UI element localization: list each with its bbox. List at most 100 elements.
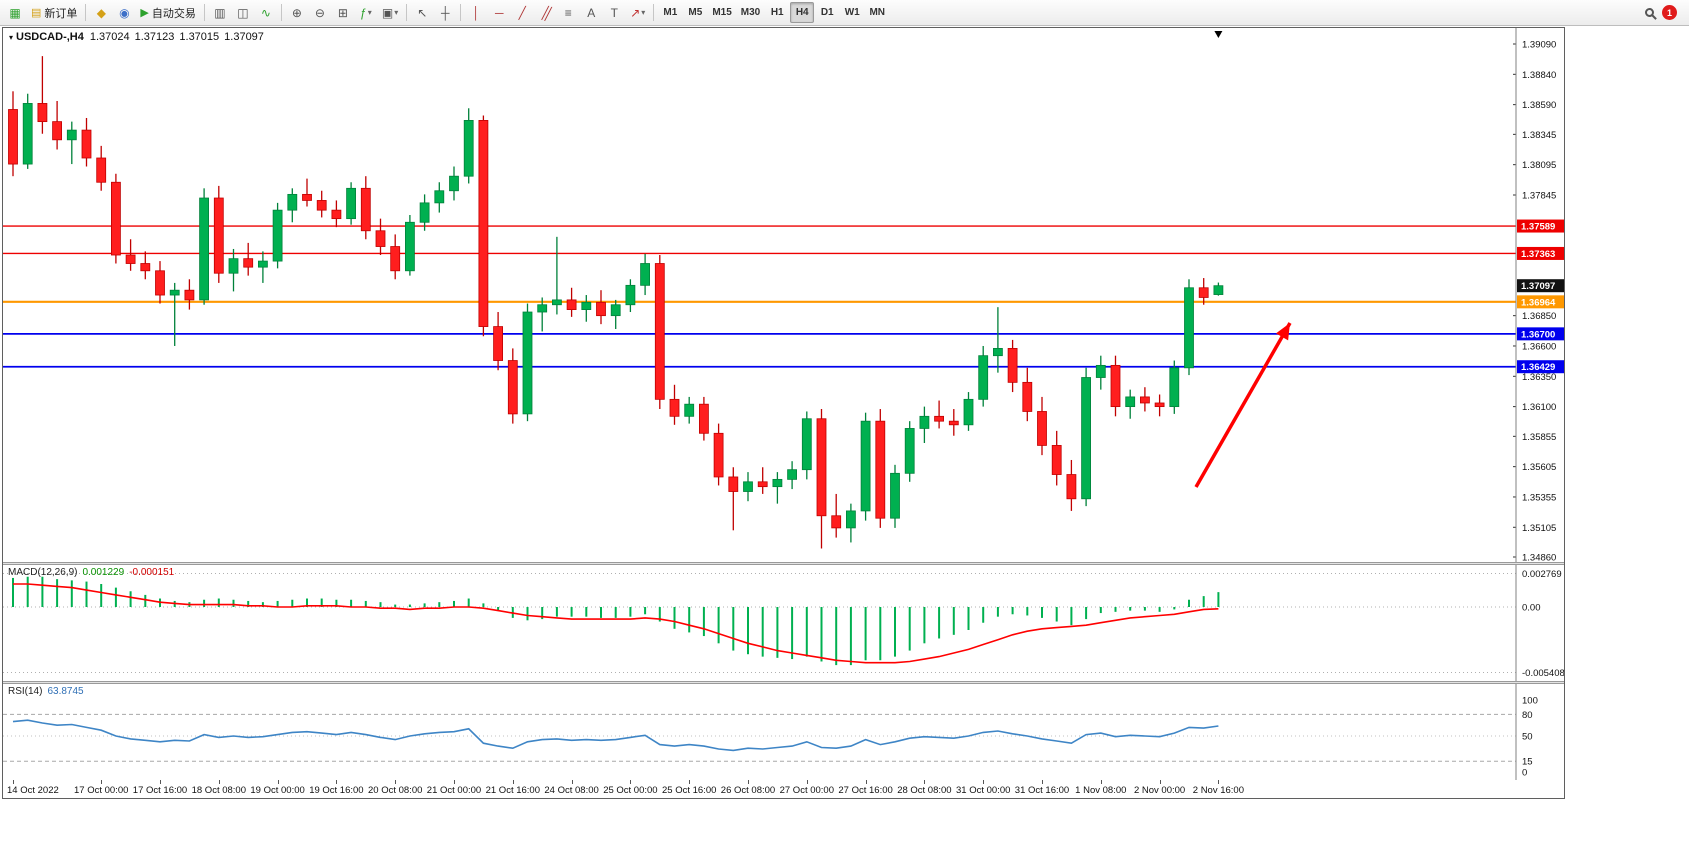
shapes-button[interactable]: ↗ ▾: [626, 2, 649, 23]
rsi-value: 63.8745: [47, 686, 84, 697]
templates-button[interactable]: ▣ ▾: [378, 2, 402, 23]
timeframe-M1[interactable]: M1: [663, 7, 678, 18]
candle-chart-icon: ◫: [237, 5, 249, 20]
candlestick-chart[interactable]: 1.39090 1.38840 1.38590 1.38345 1.38095 1.378…: [3, 28, 1564, 562]
symbol-name: USDCAD-,H4: [16, 31, 84, 43]
timeframe-MN[interactable]: MN: [869, 7, 885, 18]
zoom-out-icon: ⊖: [314, 5, 325, 20]
chevron-down-icon: ▾: [641, 8, 646, 17]
rsi-axis-label: 50: [1522, 732, 1533, 743]
candle-body: [596, 301, 606, 317]
time-axis-label: 26 Oct 08:00: [720, 785, 776, 796]
time-axis[interactable]: 14 Oct 2022 17 Oct 00:00 17 Oct 16:00 18 Oc…: [3, 780, 1564, 798]
candle-body: [757, 481, 768, 488]
indicators-button[interactable]: ƒ ▾: [355, 2, 377, 23]
new-chart-icon: ▦: [9, 5, 21, 20]
macd-axis-label: 0.002769: [1522, 569, 1562, 580]
rsi-panel[interactable]: 100 80 50 15 0 RSI(14) 63.8745: [3, 684, 1564, 780]
candle-body: [875, 420, 886, 519]
price-chart-panel[interactable]: 1.39090 1.38840 1.38590 1.38345 1.38095 1.378…: [3, 28, 1564, 562]
candle-body: [1007, 348, 1018, 383]
zoom-in-button[interactable]: ⊕: [286, 2, 308, 23]
macd-signal-value: -0.000151: [129, 567, 175, 578]
cursor-button[interactable]: ↖: [411, 2, 433, 23]
time-tick: [512, 780, 514, 784]
rsi-name: RSI(14): [8, 686, 43, 697]
price-axis-label: 1.35855: [1522, 432, 1556, 443]
candle-body: [948, 420, 959, 426]
macd-panel[interactable]: 0.002769 0.00 -0.005408 MACD(12,26,9) 0.001…: [3, 565, 1564, 681]
time-tick: [277, 780, 279, 784]
text-label-button[interactable]: T: [603, 2, 625, 23]
timeframe-M15[interactable]: M15: [712, 7, 732, 18]
candle-body: [963, 398, 974, 426]
candle-body: [904, 428, 915, 474]
market-button[interactable]: ◆: [90, 2, 112, 23]
new-order-label: 新订单: [44, 7, 78, 20]
rsi-axis-label: 80: [1522, 710, 1533, 721]
horizontal-line-button[interactable]: ─: [488, 2, 510, 23]
cursor-icon: ↖: [417, 5, 428, 20]
candle-body: [287, 193, 298, 211]
candle-body: [302, 193, 312, 201]
timeframe-H4[interactable]: H4: [790, 2, 815, 23]
time-tick: [218, 780, 220, 784]
panel-splitter[interactable]: [3, 681, 1564, 684]
symbol-ohlc-label: ▾ USDCAD-,H4 1.37024 1.37123 1.37015 1.37097: [9, 31, 269, 43]
candle-body: [669, 398, 680, 417]
time-tick: [689, 780, 691, 784]
timeframe-M30[interactable]: M30: [740, 7, 761, 18]
crosshair-button[interactable]: ┼: [434, 2, 456, 23]
symbol-dropdown-icon: ▾: [9, 33, 14, 42]
alerts-button[interactable]: ◉: [113, 2, 135, 23]
notification-badge[interactable]: 1: [1662, 5, 1677, 20]
zoom-out-button[interactable]: ⊖: [309, 2, 331, 23]
search-icon[interactable]: [1645, 8, 1654, 17]
time-axis-label: 18 Oct 08:00: [191, 785, 246, 796]
time-tick: [1159, 780, 1161, 784]
line-chart-button[interactable]: ∿: [255, 2, 277, 23]
tile-windows-button[interactable]: ⊞: [332, 2, 354, 23]
price-axis-label: 1.36600: [1522, 341, 1556, 352]
macd-chart[interactable]: 0.002769 0.00 -0.005408: [3, 565, 1564, 681]
candle-body: [728, 476, 739, 492]
timeframe-D1[interactable]: D1: [820, 7, 834, 18]
price-axis-label: 1.35355: [1522, 492, 1556, 503]
trend-line-button[interactable]: ╱: [511, 2, 533, 23]
candle-body: [140, 263, 151, 272]
time-tick: [571, 780, 573, 784]
candle-body: [346, 187, 357, 220]
timeframe-M5[interactable]: M5: [688, 7, 703, 18]
candle-body: [787, 469, 797, 480]
autotrade-button[interactable]: ▶ 自动交易: [136, 2, 199, 23]
channel-button[interactable]: ╱: [534, 2, 556, 23]
time-axis-label: 28 Oct 08:00: [897, 785, 952, 796]
time-tick: [454, 780, 455, 784]
text-button[interactable]: A: [580, 2, 602, 23]
price-axis-label: 1.35605: [1522, 462, 1556, 473]
candle-body: [993, 348, 1003, 357]
new-order-button[interactable]: ▤ 新订单: [27, 2, 81, 23]
fibonacci-button[interactable]: ≡: [557, 2, 579, 23]
time-axis-label: 20 Oct 08:00: [367, 785, 423, 796]
price-badge-label: 1.36429: [1521, 362, 1555, 373]
time-axis-label: 27 Oct 16:00: [838, 785, 893, 796]
rsi-chart[interactable]: 100 80 50 150: [3, 684, 1564, 780]
vertical-line-button[interactable]: │: [465, 2, 487, 23]
bar-chart-button[interactable]: ▥: [209, 2, 231, 23]
candle-body: [81, 129, 92, 159]
tile-windows-icon: ⊞: [337, 5, 348, 20]
candle-body: [1213, 285, 1224, 295]
templates-icon: ▣: [381, 5, 394, 20]
timeframe-W1[interactable]: W1: [844, 7, 860, 18]
price-badge-label: 1.37589: [1521, 222, 1555, 233]
candle-chart-button[interactable]: ◫: [232, 2, 254, 23]
trend-arrow-head: [1275, 323, 1290, 341]
timeframe-H1[interactable]: H1: [770, 7, 784, 18]
candle-body: [111, 181, 121, 256]
candle-body: [699, 403, 709, 434]
new-chart-button[interactable]: ▦: [4, 2, 26, 23]
channel-icon: ╱: [541, 5, 549, 20]
panel-splitter[interactable]: [3, 562, 1564, 565]
candle-body: [155, 270, 165, 296]
